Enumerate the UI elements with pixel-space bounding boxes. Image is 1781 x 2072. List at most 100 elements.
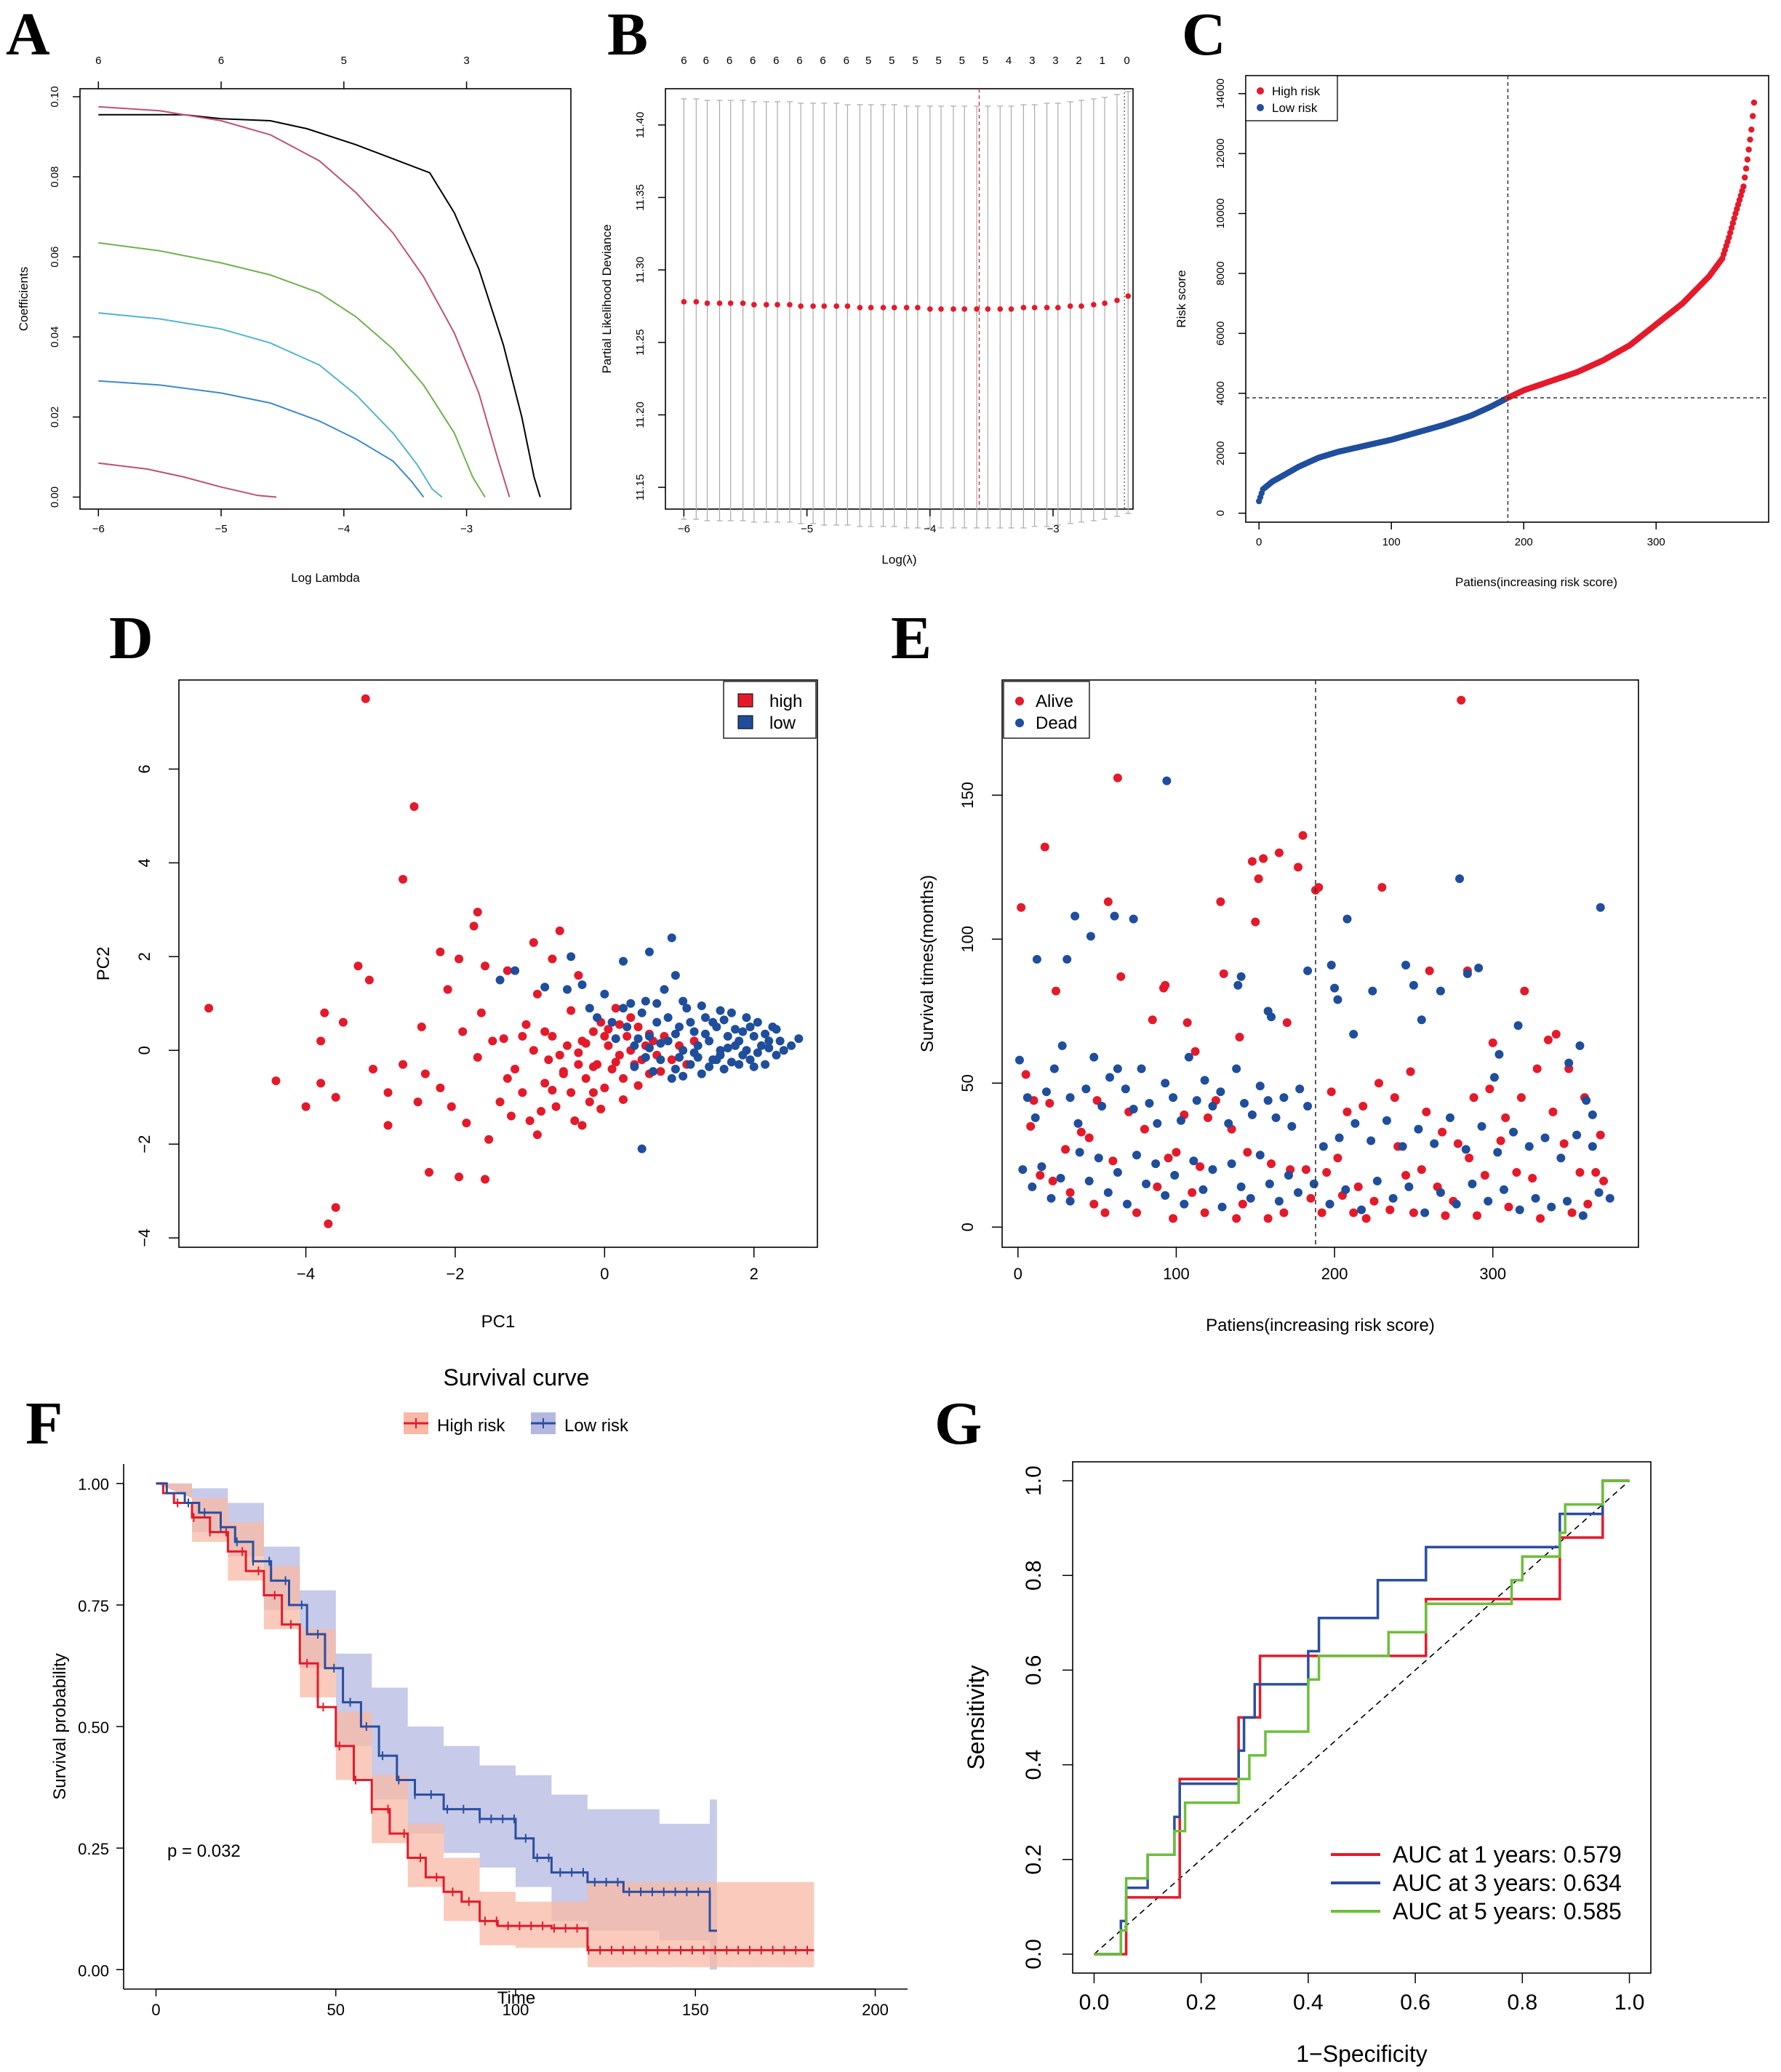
panel-e-point-Dead (1294, 1188, 1303, 1197)
panel-d-point-high (570, 1116, 580, 1125)
panel-e-point-Dead (1056, 1173, 1065, 1183)
panel-d-point-high (462, 1119, 471, 1128)
panel-d-point-low (689, 1048, 699, 1057)
panel-d-point-high (484, 1135, 494, 1144)
panel-b-mean-point (787, 302, 793, 308)
panel-d-point-high (604, 1041, 613, 1050)
panel-e-point-Alive (1406, 1067, 1415, 1076)
panel-c-frame (1245, 75, 1769, 523)
panel-c-x-tick-label: 100 (1382, 536, 1401, 548)
panel-d-point-low (671, 971, 680, 980)
panel-b-mean-point (1031, 305, 1038, 311)
panel-e-point-Alive (1232, 1214, 1241, 1223)
panel-a-coef-line (98, 241, 486, 498)
panel-e-point-Dead (1169, 1093, 1178, 1103)
panel-letter-E: E (891, 604, 932, 672)
panel-e-point-Alive (1349, 1208, 1358, 1217)
panel-e-point-Alive (1282, 1018, 1292, 1028)
panel-e-point-Alive (1089, 1199, 1099, 1209)
panel-e-point-Dead (1105, 1073, 1115, 1082)
panel-g-ylabel: Sensitivity (963, 1665, 989, 1769)
panel-d-point-high (488, 1036, 497, 1046)
panel-d-point-high (626, 1013, 636, 1023)
panel-e-point-Dead (1065, 1093, 1075, 1103)
panel-d-point-high (518, 1088, 527, 1097)
panel-e-point-Alive (1342, 1107, 1352, 1116)
panel-e-point-Alive (1254, 874, 1263, 884)
panel-d-point-high (596, 1104, 606, 1113)
panel-b-mean-point (938, 306, 944, 312)
panel-f-xlabel: Time (497, 1988, 535, 2008)
panel-e-point-Alive (1243, 1148, 1252, 1157)
panel-f-legend-label: Low risk (564, 1416, 629, 1436)
panel-c-ylabel: Risk score (1174, 270, 1188, 327)
panel-g-y-tick-label: 0.6 (1022, 1655, 1046, 1686)
panel-a-coef-line (98, 380, 425, 498)
panel-d-point-low (738, 1027, 748, 1036)
panel-e-point-Alive (1172, 1148, 1181, 1157)
panel-b-top-tick-label: 5 (889, 55, 894, 67)
panel-d-point-high (667, 1055, 676, 1065)
panel-e-point-Dead (1295, 1084, 1305, 1094)
panel-e-point-Dead (1032, 955, 1041, 964)
panel-e-point-Dead (1484, 1196, 1493, 1206)
panel-b-mean-point (810, 303, 816, 309)
panel-e-point-Dead (1121, 1084, 1130, 1094)
panel-e-point-Alive (1306, 1193, 1316, 1203)
panel-e-point-Dead (1110, 911, 1119, 921)
panel-d-point-low (660, 985, 669, 994)
panel-f-x-tick-label: 200 (862, 2001, 889, 2019)
panel-d-point-high (417, 1023, 426, 1032)
panel-d-point-high (555, 1050, 564, 1060)
panel-e-point-Alive (1385, 1205, 1395, 1215)
panel-e-point-Dead (1318, 1142, 1328, 1151)
panel-e-legend-marker (1015, 719, 1024, 727)
panel-e-point-Alive (1267, 1159, 1276, 1169)
panel-d-point-low (731, 1025, 740, 1034)
panel-d-point-low (705, 1036, 714, 1046)
panel-e-point-Alive (1113, 773, 1122, 783)
panel-d-point-low (682, 1004, 692, 1013)
panel-b-mean-point (1114, 297, 1120, 303)
panel-a-x-tick-label: −4 (337, 523, 350, 535)
panel-b-y-tick-label: 11.40 (634, 112, 647, 138)
panel-a-coef-line (98, 312, 443, 498)
panel-d-point-high (436, 1083, 445, 1092)
panel-e-point-Dead (1208, 1101, 1217, 1111)
panel-f-title: Survival curve (444, 1364, 590, 1391)
panel-e-point-Dead (1198, 1185, 1208, 1194)
panel-e-point-Alive (1263, 1214, 1273, 1223)
panel-c-point (1728, 225, 1735, 231)
panel-a-x-tick-label: −3 (460, 523, 473, 535)
panel-e-point-Alive (1140, 1124, 1149, 1134)
panel-e-legend-label: Alive (1036, 692, 1073, 711)
panel-b-y-tick-label: 11.15 (634, 474, 647, 500)
panel-d-point-low (735, 1060, 744, 1069)
panel-g-y-tick-label: 1.0 (1022, 1465, 1046, 1496)
panel-c-point (1749, 113, 1756, 119)
panel-e-point-Dead (1070, 911, 1080, 921)
panel-d-point-low (794, 1034, 804, 1044)
panel-e-point-Dead (1414, 1124, 1423, 1134)
panel-d-point-high (420, 1069, 430, 1079)
panel-d-point-high (588, 1062, 598, 1071)
panel-e-y-tick-label: 50 (958, 1074, 977, 1092)
panel-b-frame (665, 88, 1134, 510)
panel-d-point-low (656, 1039, 665, 1048)
panel-d-point-low (686, 1017, 695, 1027)
panel-a-coef-line (98, 113, 541, 497)
panel-c-legend-marker (1257, 87, 1264, 95)
panel-b-top-tick-label: 6 (681, 55, 687, 67)
panel-e-point-Dead (1279, 1093, 1289, 1103)
panel-d-point-high (338, 1017, 348, 1027)
panel-e-point-Alive (1161, 980, 1170, 990)
panel-d-point-low (679, 1071, 688, 1081)
panel-d-point-low (644, 1031, 654, 1041)
panel-e-point-Dead (1582, 1096, 1591, 1105)
panel-e-point-Dead (1145, 1099, 1154, 1108)
panel-e-point-Dead (1499, 1185, 1508, 1194)
panel-e-point-Dead (1089, 1052, 1099, 1062)
panel-d-point-high (521, 1020, 531, 1029)
panel-g-legend-label: AUC at 1 years: 0.579 (1393, 1841, 1622, 1868)
